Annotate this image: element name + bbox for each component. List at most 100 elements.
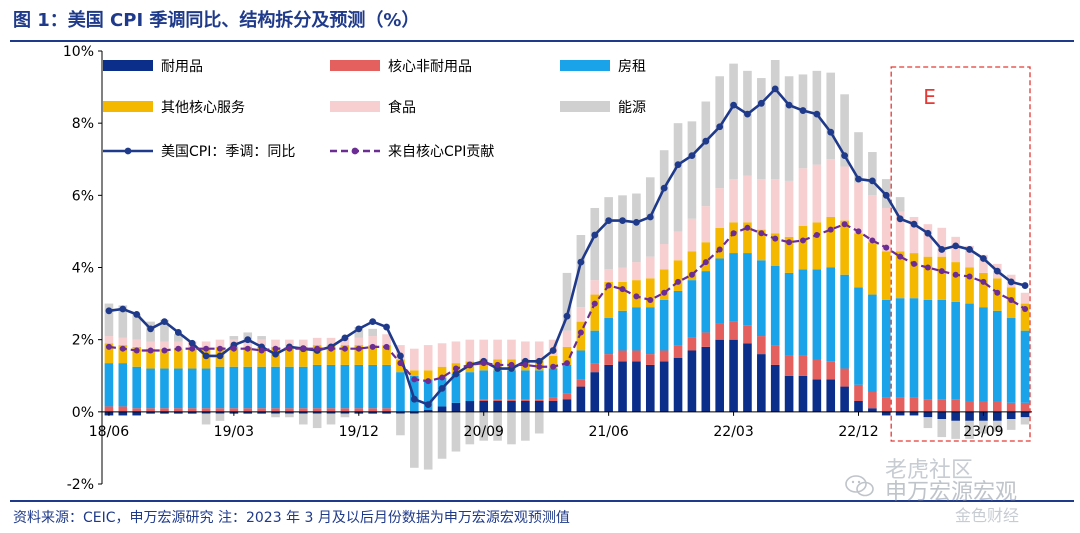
point-core-19/06 [272, 345, 279, 352]
bar-other_core_services-21/03 [562, 346, 572, 365]
bar-energy-20/08 [465, 411, 475, 445]
point-headline-20/03 [397, 352, 404, 360]
point-core-19/02 [216, 345, 223, 352]
bar-energy-20/09 [479, 411, 489, 441]
bar-rent-19/04 [243, 366, 253, 409]
bar-durables-19/01 [201, 411, 211, 414]
bar-other_core_services-19/03 [229, 346, 239, 367]
bar-core_nondurables-22/12 [854, 384, 863, 402]
legend-swatch-other_core_services [103, 101, 153, 112]
legend-swatch-energy [560, 101, 610, 112]
bar-other_core_services-23/04 [909, 253, 919, 299]
bar-durables-23/09 [979, 411, 988, 421]
bar-core_nondurables-22/11 [840, 368, 849, 387]
bar-durables-19/11 [340, 411, 350, 414]
bar-energy-22/06 [770, 60, 780, 180]
point-headline-19/04 [244, 336, 252, 344]
bar-energy-20/01 [368, 328, 377, 337]
bar-rent-23/11 [1006, 318, 1016, 403]
bar-energy-22/03 [729, 63, 738, 180]
bar-rent-19/10 [326, 364, 336, 409]
bar-rent-21/09 [645, 307, 655, 355]
bar-energy-19/10 [326, 413, 336, 425]
bar-rent-19/03 [229, 366, 239, 409]
bar-other_core_services-22/08 [798, 226, 808, 270]
point-headline-21/05 [591, 231, 599, 239]
bar-durables-20/04 [410, 411, 419, 414]
bar-food-23/01 [868, 195, 877, 243]
point-core-20/02 [383, 343, 390, 350]
bar-core_nondurables-22/06 [770, 345, 780, 365]
point-core-22/10 [827, 226, 834, 233]
point-headline-19/12 [355, 325, 363, 333]
bar-core_nondurables-23/08 [965, 401, 974, 412]
bar-energy-20/11 [507, 411, 516, 445]
bar-durables-21/02 [548, 401, 558, 412]
bar-food-21/09 [645, 256, 655, 279]
bar-other_core_services-22/05 [757, 229, 766, 261]
bar-core_nondurables-21/09 [645, 354, 655, 365]
bar-core_nondurables-19/08 [298, 408, 308, 412]
bar-core_nondurables-22/10 [826, 361, 836, 380]
point-core-23/05 [924, 264, 931, 271]
bar-durables-22/12 [854, 401, 863, 412]
point-core-18/07 [119, 345, 126, 352]
bar-rent-23/08 [965, 303, 974, 402]
bar-durables-19/08 [298, 411, 308, 414]
bar-other_core_services-22/02 [715, 227, 724, 259]
legend-label-core: 来自核心CPI贡献 [388, 144, 494, 160]
bar-rent-22/07 [784, 272, 794, 356]
bar-energy-18/07 [118, 305, 128, 338]
bar-rent-23/05 [923, 299, 933, 400]
point-headline-23/07 [952, 242, 960, 250]
bar-rent-22/01 [701, 271, 711, 333]
legend-label-food: 食品 [388, 99, 416, 116]
bar-other_core_services-21/12 [687, 251, 697, 281]
bar-core_nondurables-18/12 [187, 408, 197, 412]
bar-durables-20/10 [493, 401, 502, 412]
point-headline-20/05 [424, 401, 432, 409]
bar-energy-19/04 [243, 332, 253, 340]
bar-core_nondurables-23/11 [1006, 402, 1016, 412]
bar-other_core_services-19/04 [243, 346, 253, 367]
bar-durables-22/10 [826, 379, 836, 412]
bar-energy-23/05 [923, 417, 933, 429]
bar-durables-22/02 [715, 339, 724, 412]
bar-food-22/05 [757, 179, 766, 230]
bar-food-23/08 [965, 245, 974, 268]
bar-core_nondurables-21/07 [618, 350, 627, 362]
bar-food-19/02 [215, 339, 225, 347]
bar-durables-20/01 [368, 411, 377, 414]
legend-swatch-rent [560, 60, 610, 71]
point-core-21/02 [550, 363, 557, 370]
bar-food-19/12 [354, 337, 364, 346]
x-tick-label: 22/03 [713, 424, 753, 440]
bar-rent-18/07 [118, 363, 128, 407]
point-core-20/03 [397, 360, 404, 367]
bar-other_core_services-19/11 [340, 345, 350, 365]
point-core-23/09 [980, 278, 987, 285]
bar-other_core_services-18/12 [187, 348, 197, 369]
point-core-19/04 [244, 345, 251, 352]
point-core-23/08 [966, 273, 973, 280]
point-headline-21/07 [619, 217, 626, 224]
point-core-20/12 [522, 361, 529, 368]
bar-other_core_services-18/08 [132, 346, 142, 367]
x-tick-label: 19/03 [214, 424, 254, 440]
bar-rent-20/08 [465, 372, 475, 402]
bar-food-22/01 [701, 206, 711, 243]
bar-core_nondurables-21/05 [590, 363, 600, 373]
bar-core_nondurables-23/02 [881, 397, 891, 412]
legend-label-other_core_services: 其他核心服务 [161, 100, 245, 116]
bar-rent-23/04 [909, 298, 919, 398]
bar-other_core_services-22/11 [840, 220, 849, 275]
bar-energy-23/03 [895, 197, 905, 212]
point-headline-23/04 [910, 220, 918, 228]
point-headline-20/01 [369, 318, 377, 326]
bar-core_nondurables-23/09 [979, 401, 988, 412]
point-headline-18/12 [188, 339, 196, 347]
point-core-19/01 [203, 345, 210, 352]
bar-food-19/07 [285, 339, 294, 347]
bar-energy-19/03 [229, 336, 239, 340]
